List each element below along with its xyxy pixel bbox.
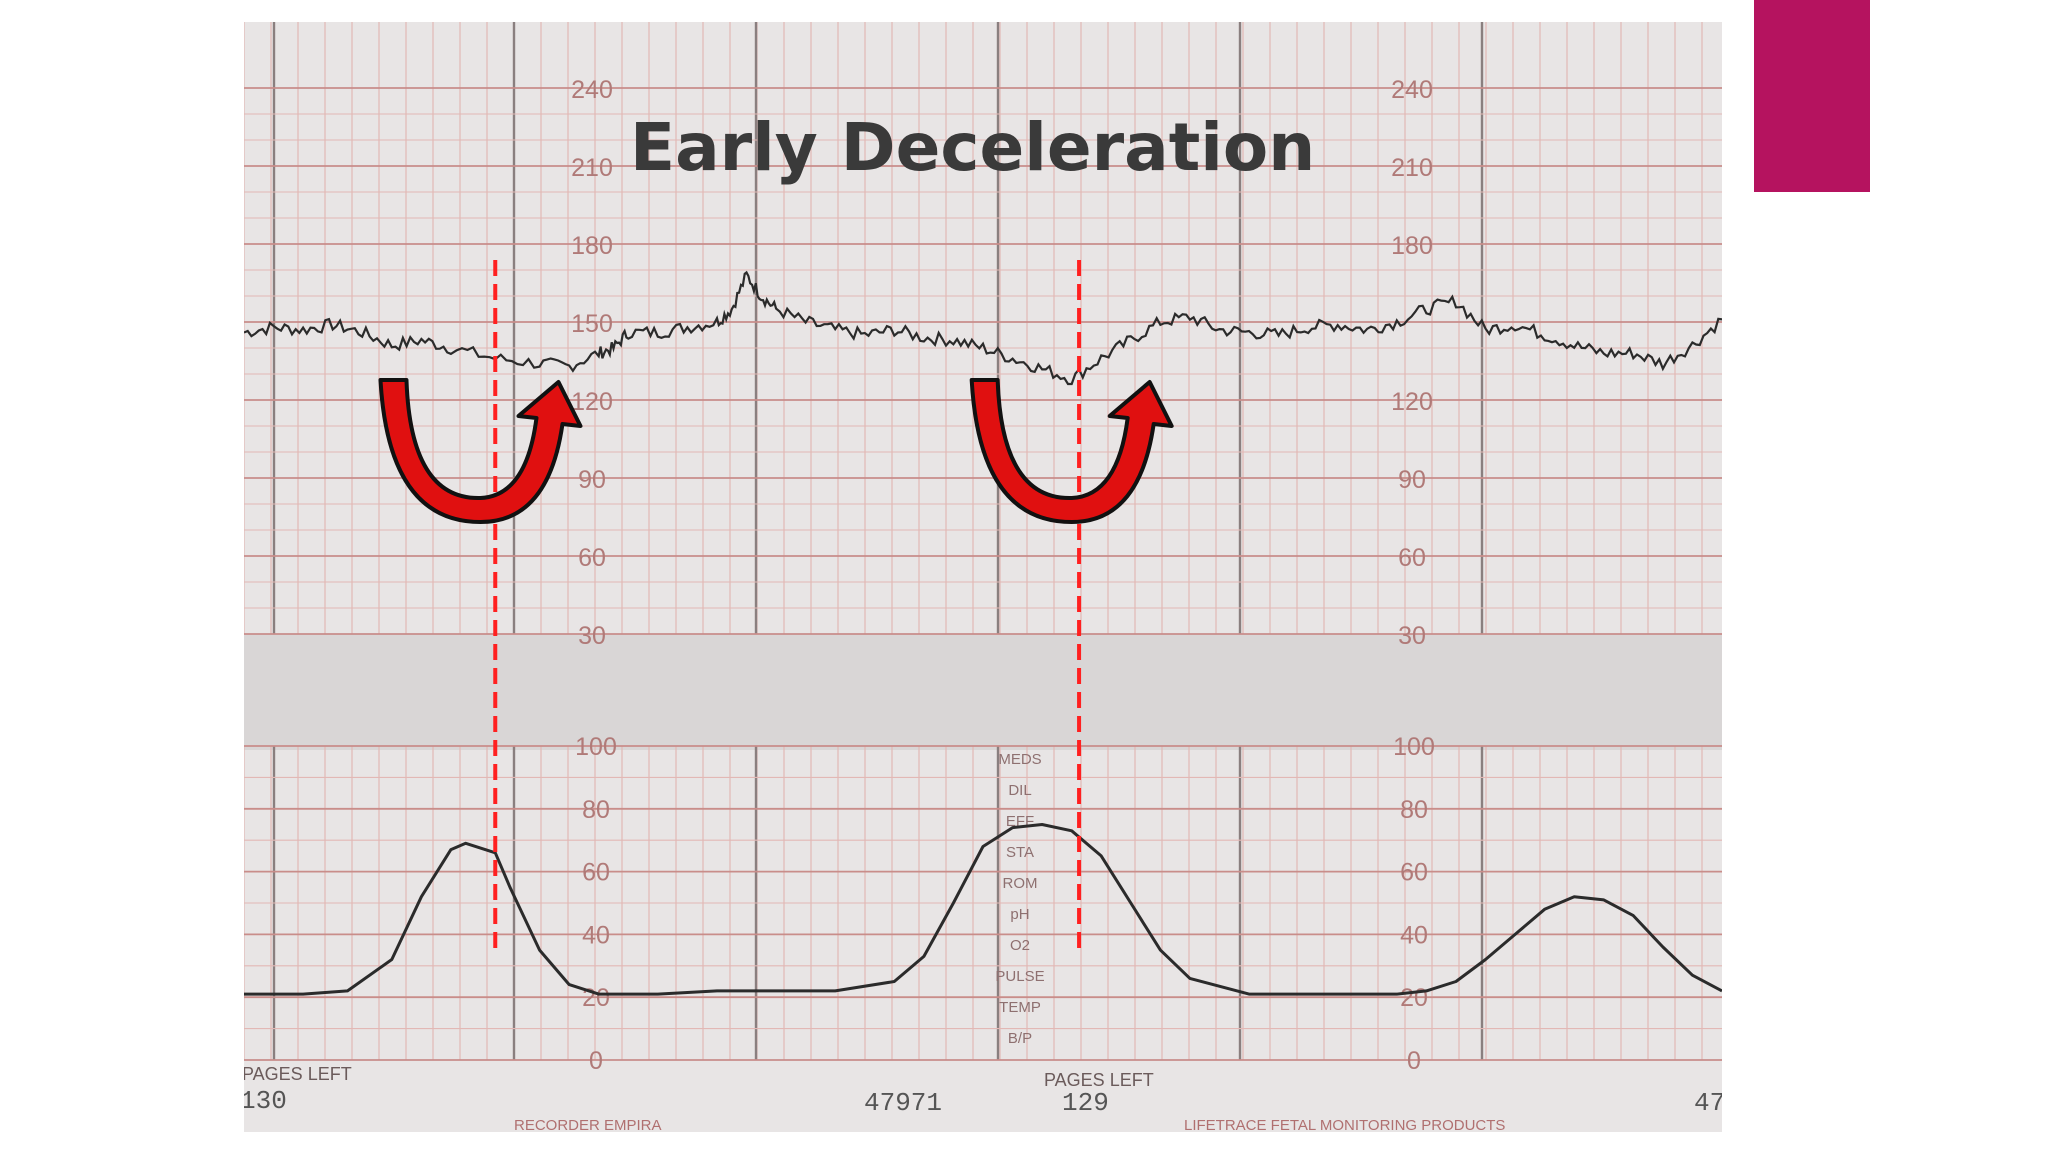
fhr-tick-label-left: 120 bbox=[571, 388, 613, 416]
right-pages-label: PAGES LEFT bbox=[1044, 1070, 1154, 1090]
side-label: pH bbox=[1010, 906, 1029, 923]
grid bbox=[244, 22, 1722, 1061]
uc-tick-label-left: 80 bbox=[582, 796, 610, 824]
chart-title: Early Deceleration bbox=[630, 109, 1315, 186]
right-pages-value: 129 bbox=[1062, 1088, 1109, 1118]
fhr-tick-label-left: 150 bbox=[571, 310, 613, 338]
side-label: MEDS bbox=[998, 751, 1041, 768]
fhr-tick-label-left: 180 bbox=[571, 232, 613, 260]
fhr-tick-label-left: 90 bbox=[578, 466, 606, 494]
fhr-tick-label-right: 180 bbox=[1391, 232, 1433, 260]
uc-tick-label-right: 20 bbox=[1400, 984, 1428, 1012]
fhr-tick-label-left: 60 bbox=[578, 544, 606, 572]
side-label: B/P bbox=[1008, 1030, 1032, 1047]
uc-tick-label-left: 100 bbox=[575, 733, 617, 761]
right-number: 47 bbox=[1694, 1088, 1722, 1118]
uc-tick-label-right: 60 bbox=[1400, 859, 1428, 887]
fhr-tick-label-right: 120 bbox=[1391, 388, 1433, 416]
paper-gap-band bbox=[244, 634, 1722, 750]
side-label: TEMP bbox=[999, 999, 1041, 1016]
side-label: ROM bbox=[1003, 875, 1038, 892]
uc-tick-label-left: 40 bbox=[582, 921, 610, 949]
fhr-tick-label-right: 90 bbox=[1398, 466, 1426, 494]
bottom-left-text: RECORDER EMPIRA bbox=[514, 1117, 662, 1132]
center-number: 47971 bbox=[864, 1088, 942, 1118]
bottom-right-text: LIFETRACE FETAL MONITORING PRODUCTS bbox=[1184, 1117, 1505, 1132]
u-turn-arrow-shape bbox=[378, 378, 583, 524]
uc-tick-label-right: 100 bbox=[1393, 733, 1435, 761]
side-label: DIL bbox=[1008, 782, 1031, 799]
uc-tick-label-right: 0 bbox=[1407, 1047, 1421, 1075]
side-label: O2 bbox=[1010, 937, 1030, 954]
ctg-strip-chart: 240 210 180 150 120 90 60 30 240 210 180 120 90 60 30 1… bbox=[244, 22, 1722, 1132]
fhr-tick-label-left: 240 bbox=[571, 76, 613, 104]
tick-labels: 240 210 180 150 120 90 60 30 240 210 180 120 90 60 30 1… bbox=[571, 76, 1435, 1075]
fhr-trace-line bbox=[244, 270, 1722, 386]
paper-background bbox=[244, 22, 1722, 1132]
side-label: STA bbox=[1006, 844, 1034, 861]
left-pages-value: 130 bbox=[244, 1086, 287, 1116]
strip-footer: PAGES LEFT 130 47971 PAGES LEFT 129 47 R… bbox=[244, 1064, 1722, 1132]
uc-tick-label-right: 40 bbox=[1400, 921, 1428, 949]
fhr-tick-label-left: 30 bbox=[578, 622, 606, 650]
u-turn-arrow bbox=[378, 378, 583, 524]
accent-bar bbox=[1754, 0, 1870, 192]
u-turn-arrow-shape bbox=[969, 378, 1174, 524]
uc-tick-label-left: 0 bbox=[589, 1047, 603, 1075]
fhr-tick-label-right: 210 bbox=[1391, 154, 1433, 182]
uc-trace-line bbox=[244, 823, 1722, 996]
uc-tick-label-left: 20 bbox=[582, 984, 610, 1012]
annotation-markers bbox=[378, 260, 1174, 952]
fhr-tick-label-left: 210 bbox=[571, 154, 613, 182]
fhr-tick-label-right: 60 bbox=[1398, 544, 1426, 572]
uc-tick-label-left: 60 bbox=[582, 859, 610, 887]
side-label: PULSE bbox=[995, 968, 1044, 985]
fhr-tick-label-right: 30 bbox=[1398, 622, 1426, 650]
uc-tick-label-right: 80 bbox=[1400, 796, 1428, 824]
fhr-tick-label-right: 240 bbox=[1391, 76, 1433, 104]
left-pages-label: PAGES LEFT bbox=[244, 1064, 352, 1084]
u-turn-arrow bbox=[969, 378, 1174, 524]
